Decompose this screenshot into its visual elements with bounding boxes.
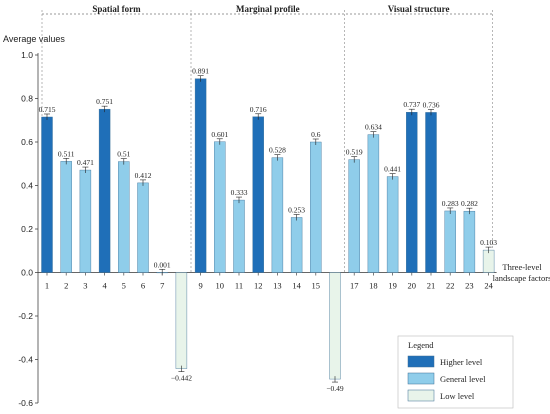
data-label: 0.634 bbox=[365, 123, 382, 132]
data-label: 0.282 bbox=[461, 199, 478, 208]
bar bbox=[463, 210, 476, 273]
data-label: 0.737 bbox=[403, 100, 420, 109]
bar bbox=[233, 199, 245, 273]
bar bbox=[252, 116, 264, 273]
legend-swatch bbox=[407, 355, 435, 368]
bar bbox=[271, 157, 284, 273]
legend-swatch bbox=[407, 389, 435, 402]
y-tick-label: -0.2 bbox=[18, 311, 33, 321]
data-label: 0.528 bbox=[269, 146, 286, 155]
bar bbox=[175, 272, 188, 369]
x-axis-title-line: Three-level bbox=[502, 262, 542, 272]
bar bbox=[98, 108, 111, 273]
y-tick-label: 0.4 bbox=[21, 181, 33, 191]
bar bbox=[137, 182, 149, 273]
data-label: 0.103 bbox=[480, 238, 497, 247]
x-tick-label: 24 bbox=[484, 281, 493, 291]
data-label: 0.412 bbox=[135, 171, 152, 180]
y-axis-title: Average values bbox=[3, 34, 65, 44]
x-tick-label: 9 bbox=[198, 281, 202, 291]
legend-swatch bbox=[407, 372, 435, 385]
bar bbox=[482, 249, 495, 273]
legend-title: Legend bbox=[408, 340, 434, 350]
data-label: 0.519 bbox=[346, 148, 363, 157]
x-tick-label: 21 bbox=[427, 281, 436, 291]
group-label: Marginal profile bbox=[236, 4, 300, 14]
bar bbox=[348, 159, 360, 273]
group-label: Visual structure bbox=[388, 4, 450, 14]
x-tick-label: 13 bbox=[273, 281, 282, 291]
group-label: Spatial form bbox=[92, 4, 141, 14]
data-label: 0.51 bbox=[117, 150, 130, 159]
data-label: 0.283 bbox=[442, 199, 459, 208]
x-tick-label: 22 bbox=[446, 281, 455, 291]
legend-label: Low level bbox=[440, 391, 475, 401]
y-tick-label: -0.4 bbox=[18, 355, 33, 365]
x-tick-label: 17 bbox=[350, 281, 359, 291]
bar bbox=[79, 169, 92, 273]
y-tick-label: 0.6 bbox=[21, 137, 33, 147]
bar bbox=[41, 116, 53, 273]
bar bbox=[60, 161, 72, 273]
bar bbox=[386, 176, 399, 273]
x-tick-label: 15 bbox=[312, 281, 321, 291]
x-tick-label: 19 bbox=[388, 281, 397, 291]
y-tick-label: 1.0 bbox=[21, 50, 33, 60]
data-label: 0.751 bbox=[96, 97, 113, 106]
x-axis-title-line: landscape factors bbox=[493, 273, 550, 283]
axes: -0.6-0.4-0.20.00.20.40.60.81.01234567891… bbox=[18, 50, 550, 408]
x-tick-label: 10 bbox=[216, 281, 225, 291]
data-label: 0.891 bbox=[192, 67, 209, 76]
data-label: 0.715 bbox=[39, 105, 56, 114]
x-tick-label: 1 bbox=[45, 281, 49, 291]
x-tick-label: 2 bbox=[64, 281, 68, 291]
x-tick-label: 12 bbox=[254, 281, 263, 291]
data-label: 0.253 bbox=[288, 205, 305, 214]
bars bbox=[41, 75, 495, 383]
x-tick-label: 6 bbox=[141, 281, 145, 291]
y-tick-label: 0.0 bbox=[21, 268, 33, 278]
y-tick-label: 0.2 bbox=[21, 224, 33, 234]
bar bbox=[444, 210, 456, 273]
legend-label: General level bbox=[440, 374, 486, 384]
bar bbox=[425, 112, 437, 273]
data-label: 0.333 bbox=[231, 188, 248, 197]
data-label: 0.716 bbox=[250, 105, 267, 114]
bar bbox=[367, 134, 380, 273]
bar bbox=[329, 272, 341, 380]
x-tick-label: 3 bbox=[83, 281, 87, 291]
x-tick-label: 7 bbox=[160, 281, 164, 291]
x-tick-label: 5 bbox=[122, 281, 126, 291]
data-label: 0.601 bbox=[211, 130, 228, 139]
legend-label: Higher level bbox=[440, 357, 483, 367]
data-label: 0.6 bbox=[311, 130, 321, 139]
data-label: −0.49 bbox=[326, 384, 344, 393]
bar bbox=[406, 112, 418, 273]
group-header: Spatial form Marginal profile Visual struc… bbox=[41, 4, 493, 273]
bar bbox=[310, 141, 322, 273]
data-label: 0.471 bbox=[77, 158, 94, 167]
data-label: −0.442 bbox=[171, 374, 192, 383]
legend: Legend Higher level General level Low level bbox=[397, 335, 514, 409]
data-label: 0.441 bbox=[384, 165, 401, 174]
x-tick-label: 4 bbox=[102, 281, 107, 291]
bar bbox=[290, 217, 303, 273]
bar bbox=[214, 141, 226, 273]
x-tick-label: 23 bbox=[465, 281, 474, 291]
x-tick-label: 11 bbox=[235, 281, 243, 291]
bar bbox=[194, 78, 207, 273]
data-label: 0.511 bbox=[58, 149, 75, 158]
x-axis-title: Three-level landscape factors bbox=[493, 262, 550, 283]
x-tick-label: 14 bbox=[292, 281, 301, 291]
y-tick-label: -0.6 bbox=[18, 398, 33, 408]
x-tick-label: 20 bbox=[408, 281, 417, 291]
x-tick-label: 18 bbox=[369, 281, 378, 291]
bar bbox=[118, 161, 130, 273]
data-label: 0.736 bbox=[423, 100, 440, 109]
y-tick-label: 0.8 bbox=[21, 94, 33, 104]
data-label: 0.001 bbox=[154, 260, 171, 269]
